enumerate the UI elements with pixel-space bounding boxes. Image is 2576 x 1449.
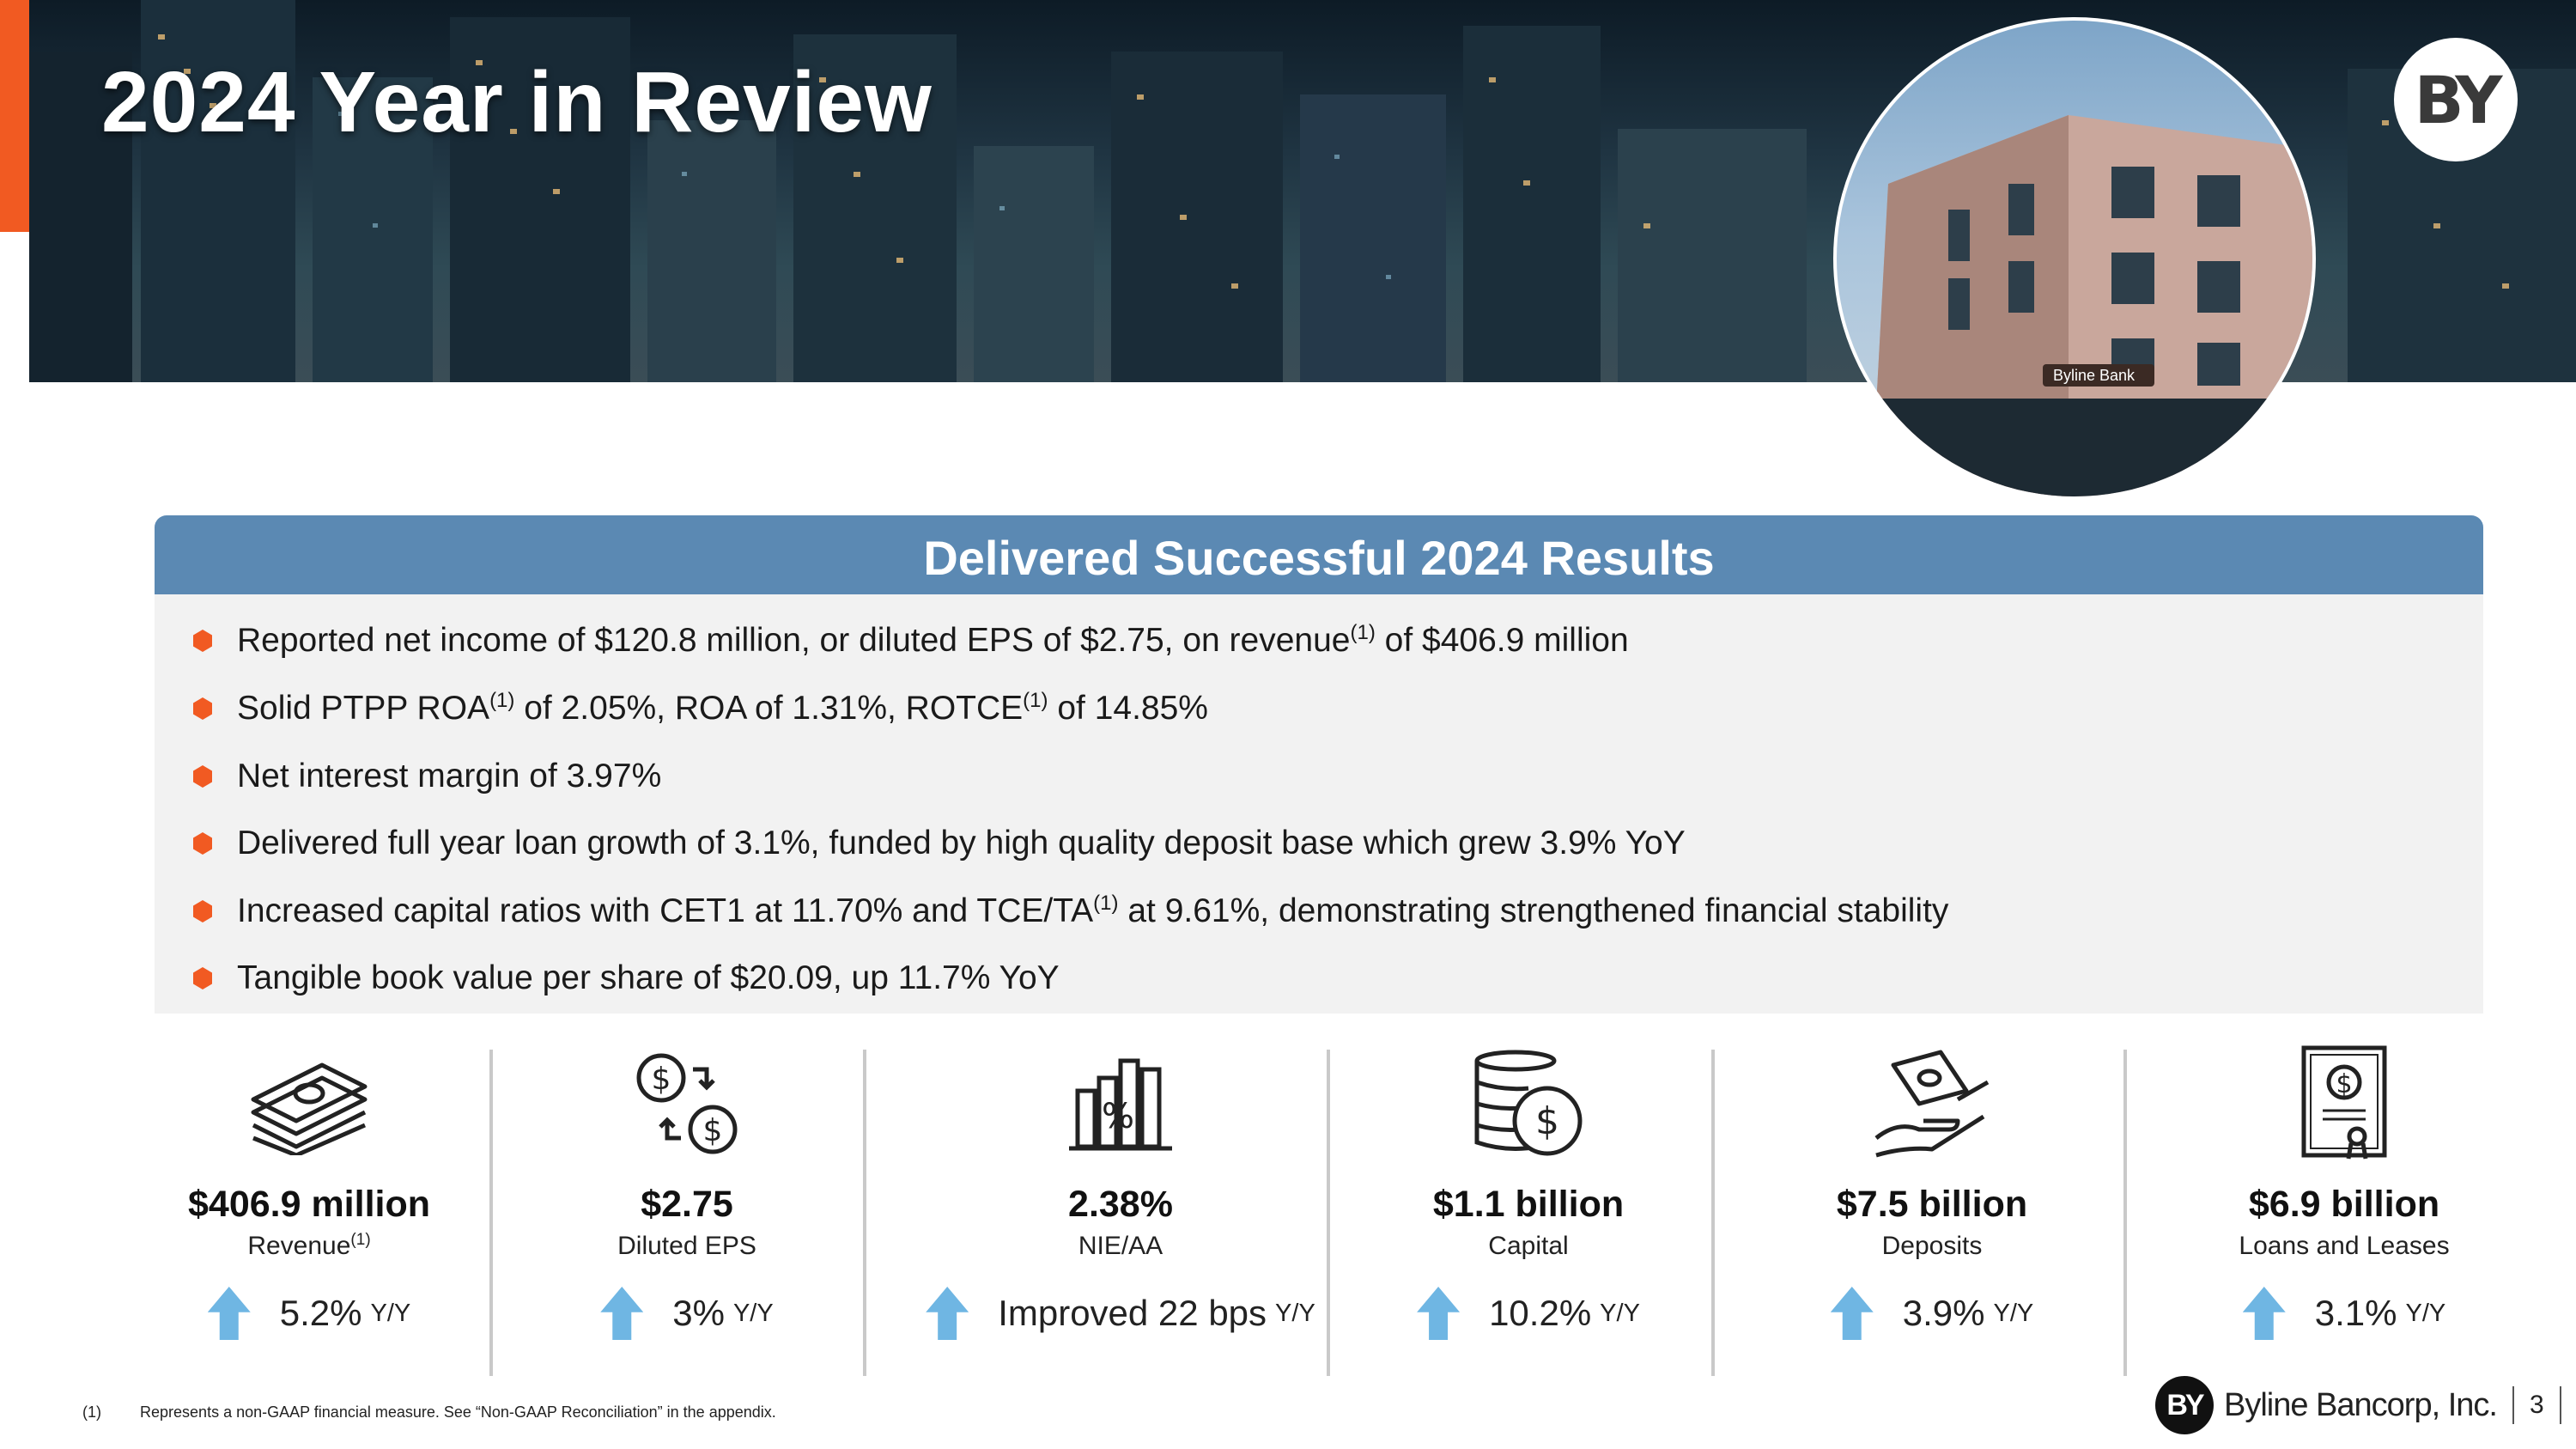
bullet-text: Reported net income of $120.8 million, o…: [237, 621, 1629, 659]
svg-text:$: $: [703, 1113, 723, 1148]
results-panel: Reported net income of $120.8 million, o…: [155, 594, 2483, 1014]
result-bullet: Tangible book value per share of $20.09,…: [193, 953, 1060, 1004]
result-bullet: Increased capital ratios with CET1 at 11…: [193, 886, 1948, 937]
metric-value: $406.9 million: [187, 1184, 431, 1225]
page-separator: [2559, 1386, 2561, 1424]
metric-divider: [863, 1050, 866, 1376]
page-title: 2024 Year in Review: [101, 54, 933, 150]
hexagon-bullet-icon: [193, 765, 212, 788]
coin-stack-icon: $: [1374, 1031, 1683, 1177]
metric-label: Diluted EPS: [617, 1232, 756, 1260]
brand-separator: [2512, 1386, 2514, 1424]
metric-label: Loans and Leases: [2239, 1232, 2450, 1260]
metric-capital: $ $1.1 billion Capital 10.2% Y/Y: [1374, 1031, 1683, 1383]
up-arrow-icon: [600, 1287, 644, 1340]
svg-text:$: $: [1535, 1099, 1559, 1143]
result-bullet: Solid PTPP ROA(1) of 2.05%, ROA of 1.31%…: [193, 683, 1208, 734]
metric-change: 5.2% Y/Y: [155, 1287, 464, 1340]
city-skyline-graphic: [29, 0, 2576, 382]
bank-building-photo: Byline Bank: [1833, 17, 2316, 500]
hexagon-bullet-icon: [193, 697, 212, 720]
result-bullet: Reported net income of $120.8 million, o…: [193, 615, 1629, 667]
bullet-text: Increased capital ratios with CET1 at 11…: [237, 892, 1949, 929]
hexagon-bullet-icon: [193, 630, 212, 652]
building-icon: Byline Bank: [1871, 115, 2312, 496]
bullet-text: Tangible book value per share of $20.09,…: [237, 959, 1060, 996]
metric-nie-aa: % 2.38% NIE/AA Improved 22 bps Y/Y: [876, 1031, 1365, 1383]
metric-label: Deposits: [1881, 1232, 1983, 1260]
brand-name: Byline Bancorp, Inc.: [2224, 1386, 2498, 1423]
byline-logo: BY: [2394, 38, 2518, 161]
metric-change: Improved 22 bps Y/Y: [876, 1287, 1365, 1340]
hand-money-icon: [1777, 1031, 2087, 1177]
up-arrow-icon: [207, 1287, 251, 1340]
page-number: 3: [2529, 1391, 2544, 1419]
results-panel-header: Delivered Successful 2024 Results: [155, 515, 2483, 594]
metric-value: $2.75: [641, 1184, 733, 1225]
metric-loans-leases: $ $6.9 billion Loans and Leases 3.1% Y/Y: [2172, 1031, 2516, 1383]
cash-stack-icon: [155, 1031, 464, 1177]
bullet-text: Delivered full year loan growth of 3.1%,…: [237, 825, 1686, 861]
bullet-text: Solid PTPP ROA(1) of 2.05%, ROA of 1.31%…: [237, 689, 1208, 727]
percent-chart-icon: %: [876, 1031, 1365, 1177]
metric-label: Revenue(1): [247, 1231, 371, 1260]
metric-change: 3% Y/Y: [532, 1287, 841, 1340]
footnote-text: Represents a non-GAAP financial measure.…: [140, 1403, 776, 1421]
metric-change: 3.9% Y/Y: [1777, 1287, 2087, 1340]
up-arrow-icon: [1417, 1287, 1461, 1340]
metric-label: Capital: [1488, 1232, 1569, 1260]
hexagon-bullet-icon: [193, 832, 212, 855]
metric-value: $7.5 billion: [1836, 1184, 2028, 1225]
metric-deposits: $7.5 billion Deposits 3.9% Y/Y: [1777, 1031, 2087, 1383]
metric-value: $6.9 billion: [2248, 1184, 2440, 1225]
up-arrow-icon: [1830, 1287, 1874, 1340]
svg-text:%: %: [1102, 1097, 1134, 1136]
svg-text:$: $: [2336, 1069, 2352, 1099]
metric-divider: [1327, 1050, 1330, 1376]
metric-value: 2.38%: [1068, 1184, 1173, 1225]
hexagon-bullet-icon: [193, 900, 212, 922]
up-arrow-icon: [926, 1287, 969, 1340]
metric-diluted-eps: $ $ $2.75 Diluted EPS 3% Y/Y: [532, 1031, 841, 1383]
metric-divider: [1711, 1050, 1715, 1376]
metric-revenue: $406.9 million Revenue(1) 5.2% Y/Y: [155, 1031, 464, 1383]
footnote: (1) Represents a non-GAAP financial meas…: [82, 1403, 776, 1422]
accent-bar: [0, 0, 29, 232]
metric-label: NIE/AA: [1078, 1232, 1163, 1260]
svg-text:$: $: [652, 1062, 671, 1097]
certificate-icon: $: [2172, 1031, 2516, 1177]
metric-change: 10.2% Y/Y: [1374, 1287, 1683, 1340]
metric-divider: [489, 1050, 493, 1376]
brand-logo-icon: BY: [2155, 1376, 2214, 1434]
metric-value: $1.1 billion: [1432, 1184, 1625, 1225]
bullet-text: Net interest margin of 3.97%: [237, 758, 662, 795]
up-arrow-icon: [2242, 1287, 2286, 1340]
logo-text: BY: [2414, 61, 2503, 138]
result-bullet: Net interest margin of 3.97%: [193, 751, 661, 802]
footer-brand: BY Byline Bancorp, Inc. 3: [2155, 1374, 2561, 1436]
hexagon-bullet-icon: [193, 967, 212, 989]
metric-change: 3.1% Y/Y: [2172, 1287, 2516, 1340]
dollar-exchange-icon: $ $: [532, 1031, 841, 1177]
footnote-number: (1): [82, 1403, 101, 1421]
metric-divider: [2123, 1050, 2127, 1376]
building-sign-text: Byline Bank: [2053, 367, 2136, 384]
result-bullet: Delivered full year loan growth of 3.1%,…: [193, 818, 1686, 869]
